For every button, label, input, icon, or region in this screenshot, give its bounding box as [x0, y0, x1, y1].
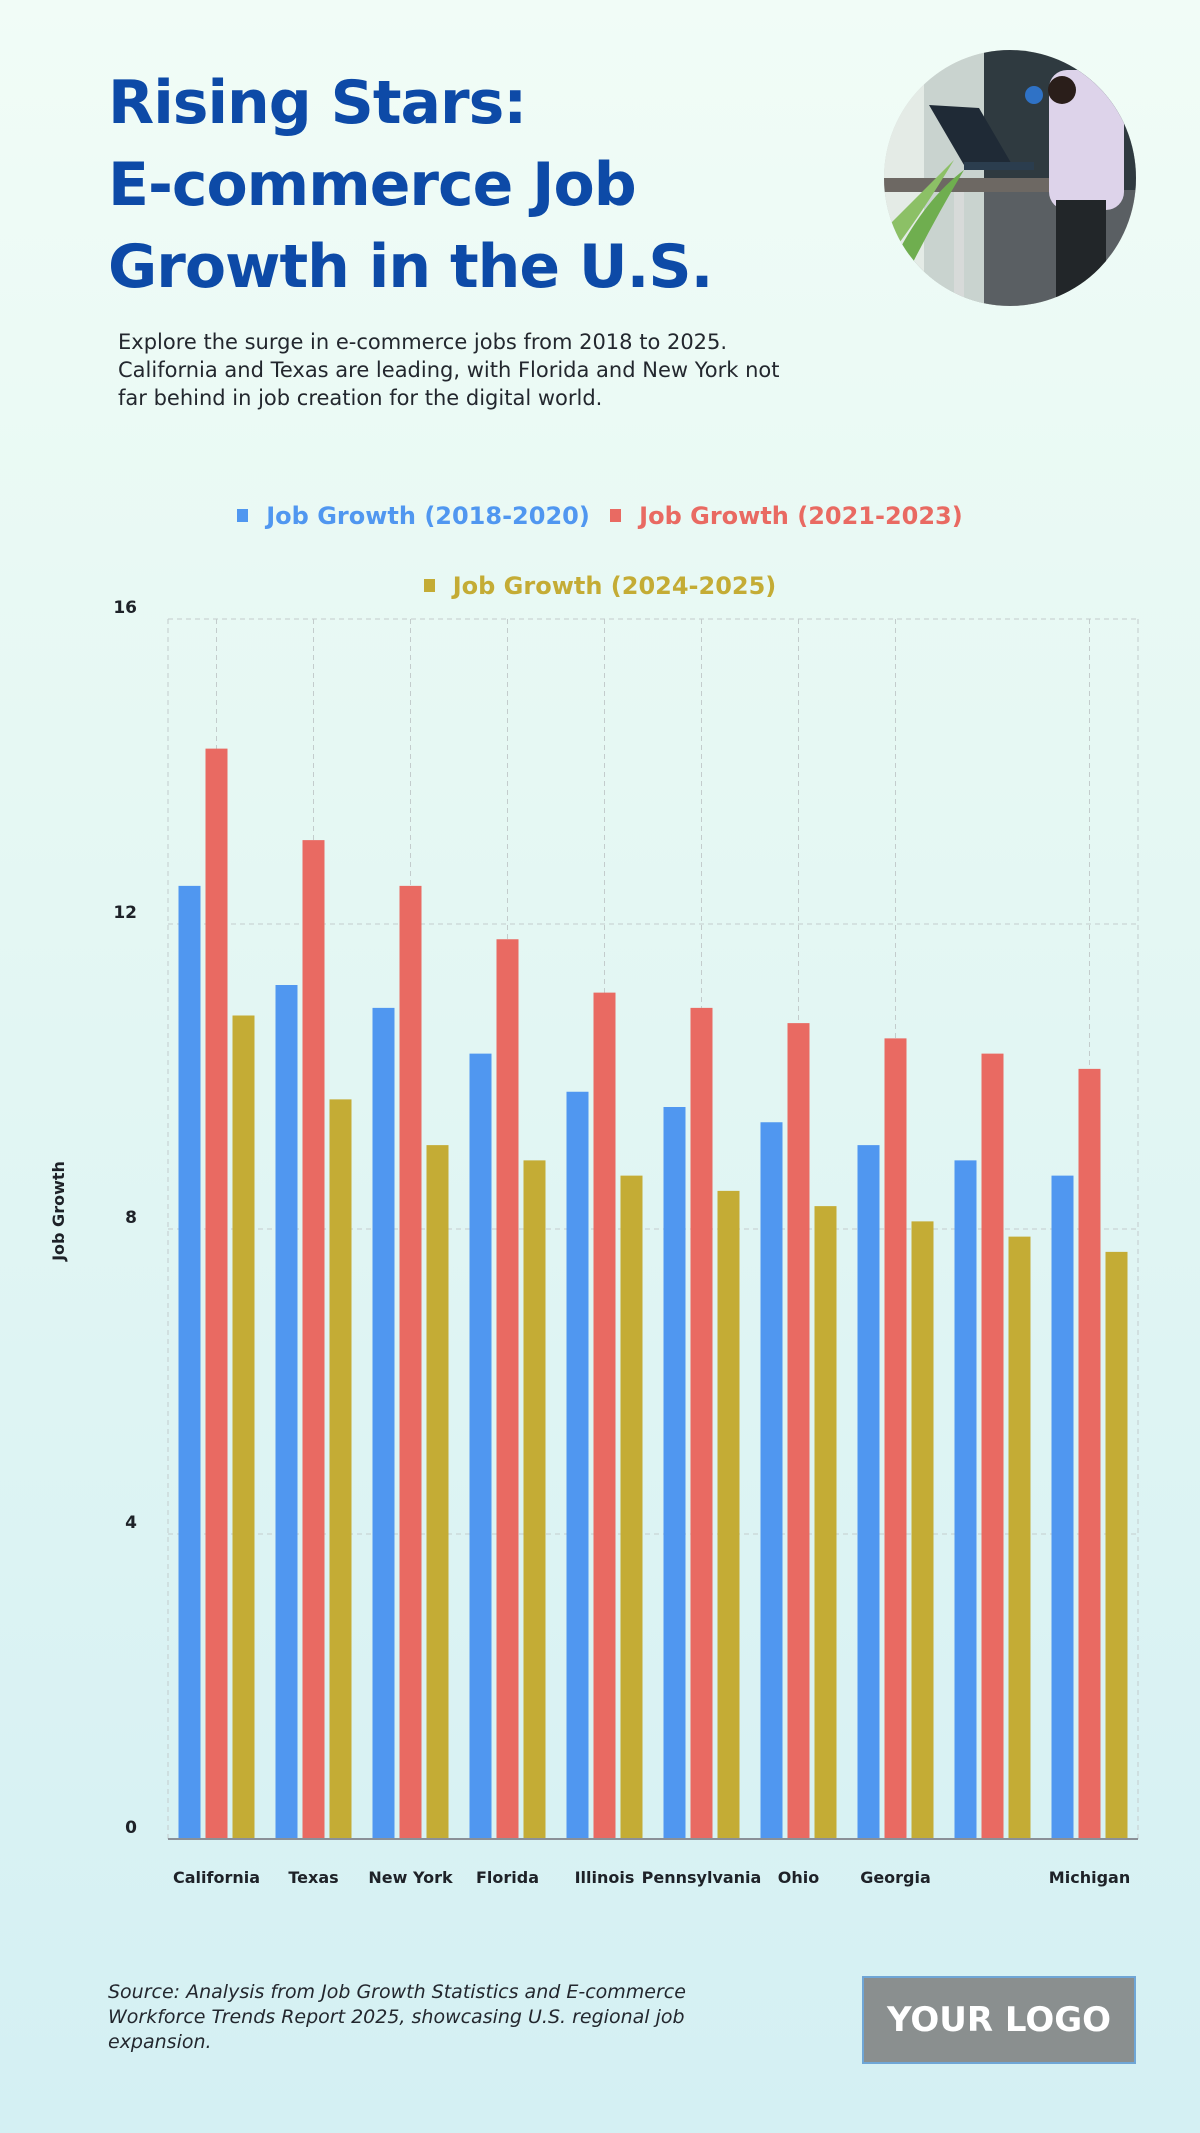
subtitle-line-2: California and Texas are leading, with F… — [118, 358, 780, 382]
bar-unlabeled-series-3[interactable] — [1008, 1236, 1031, 1839]
x-axis-labels: California Texas New York Florida Illinois Pe… — [173, 1868, 1130, 1887]
y-axis-label: Job Growth — [49, 1161, 68, 1262]
bar-pennsylvania-series-2[interactable] — [690, 1007, 713, 1839]
bar-georgia-series-1[interactable] — [857, 1145, 880, 1839]
subtitle-line-1: Explore the surge in e-commerce jobs fro… — [118, 330, 728, 354]
bar-pennsylvania-series-3[interactable] — [717, 1190, 740, 1839]
logo-text: YOUR LOGO — [886, 2000, 1112, 2040]
bar-ohio-series-2[interactable] — [787, 1023, 810, 1839]
x-tick-label: California — [173, 1868, 260, 1887]
legend-item-2021-2023[interactable]: Job Growth (2021-2023) — [610, 502, 963, 530]
bar-new-york-series-2[interactable] — [399, 885, 422, 1839]
bar-unlabeled-series-1[interactable] — [954, 1160, 977, 1839]
x-tick-label: Texas — [288, 1868, 338, 1887]
y-tick-label: 0 — [125, 1818, 137, 1838]
x-tick-label: Ohio — [778, 1868, 819, 1887]
logo-placeholder: YOUR LOGO — [862, 1976, 1136, 2064]
bar-illinois-series-1[interactable] — [566, 1091, 589, 1839]
legend-swatch-2021-2023 — [610, 509, 622, 522]
legend-label-2018-2020: Job Growth (2018-2020) — [266, 501, 590, 530]
bar-florida-series-3[interactable] — [523, 1160, 546, 1839]
x-tick-label: Michigan — [1049, 1868, 1130, 1887]
bar-california-series-2[interactable] — [205, 748, 228, 1839]
header-photo — [884, 50, 1136, 306]
x-tick-label: Illinois — [575, 1868, 635, 1887]
bar-florida-series-1[interactable] — [469, 1053, 492, 1839]
bar-florida-series-2[interactable] — [496, 939, 519, 1839]
source-note: Source: Analysis from Job Growth Statist… — [108, 1980, 748, 2055]
bar-georgia-series-2[interactable] — [884, 1038, 907, 1839]
subtitle-line-3: far behind in job creation for the digit… — [118, 386, 603, 410]
legend-swatch-2018-2020 — [237, 509, 249, 522]
chart-legend-row-2: Job Growth (2024-2025) — [0, 570, 1200, 600]
x-tick-label: Pennsylvania — [642, 1868, 762, 1887]
y-tick-label: 8 — [125, 1208, 137, 1228]
source-line-1: Source: Analysis from Job Growth Statist… — [108, 1981, 686, 2003]
chart-legend-row-1: Job Growth (2018-2020) Job Growth (2021-… — [0, 500, 1200, 530]
y-tick-label: 16 — [113, 598, 137, 618]
subtitle: Explore the surge in e-commerce jobs fro… — [118, 328, 838, 412]
bar-new-york-series-1[interactable] — [372, 1007, 395, 1839]
bar-pennsylvania-series-1[interactable] — [663, 1107, 686, 1839]
bar-illinois-series-3[interactable] — [620, 1175, 643, 1839]
bar-ohio-series-3[interactable] — [814, 1206, 837, 1839]
bar-michigan-series-2[interactable] — [1078, 1068, 1101, 1839]
x-tick-label: New York — [368, 1868, 453, 1887]
legend-label-2021-2023: Job Growth (2021-2023) — [639, 501, 963, 530]
source-line-2: Workforce Trends Report 2025, showcasing… — [108, 2006, 685, 2028]
y-tick-label: 12 — [113, 903, 137, 923]
legend-swatch-2024-2025 — [423, 579, 435, 592]
bar-texas-series-1[interactable] — [275, 985, 298, 1839]
bar-unlabeled-series-2[interactable] — [981, 1053, 1004, 1839]
source-line-3: expansion. — [108, 2031, 212, 2053]
y-tick-label: 4 — [125, 1513, 137, 1533]
bar-michigan-series-3[interactable] — [1105, 1251, 1128, 1839]
bar-texas-series-2[interactable] — [302, 840, 325, 1839]
bar-illinois-series-2[interactable] — [593, 992, 616, 1839]
title-line-1: Rising Stars: — [108, 68, 527, 138]
bar-texas-series-3[interactable] — [329, 1099, 352, 1839]
legend-item-2018-2020[interactable]: Job Growth (2018-2020) — [237, 502, 590, 530]
page-title: Rising Stars: E-commerce Job Growth in t… — [108, 62, 748, 308]
bar-michigan-series-1[interactable] — [1051, 1175, 1074, 1839]
bar-ohio-series-1[interactable] — [760, 1122, 783, 1839]
bar-georgia-series-3[interactable] — [911, 1221, 934, 1839]
x-tick-label: Georgia — [860, 1868, 931, 1887]
bar-chart: 0 4 8 12 16 California Texas New York Florida Il… — [49, 598, 1139, 1887]
title-line-3: Growth in the U.S. — [108, 232, 713, 302]
office-photo-illustration — [884, 50, 1136, 306]
y-axis-ticks: 0 4 8 12 16 — [113, 598, 137, 1838]
bar-california-series-1[interactable] — [178, 885, 201, 1839]
bar-california-series-3[interactable] — [232, 1015, 255, 1840]
chart-bars — [178, 748, 1128, 1840]
legend-item-2024-2025[interactable]: Job Growth (2024-2025) — [423, 571, 777, 600]
x-tick-label: Florida — [476, 1868, 539, 1887]
legend-label-2024-2025: Job Growth (2024-2025) — [452, 571, 777, 600]
title-line-2: E-commerce Job — [108, 150, 637, 220]
bar-new-york-series-3[interactable] — [426, 1145, 449, 1839]
